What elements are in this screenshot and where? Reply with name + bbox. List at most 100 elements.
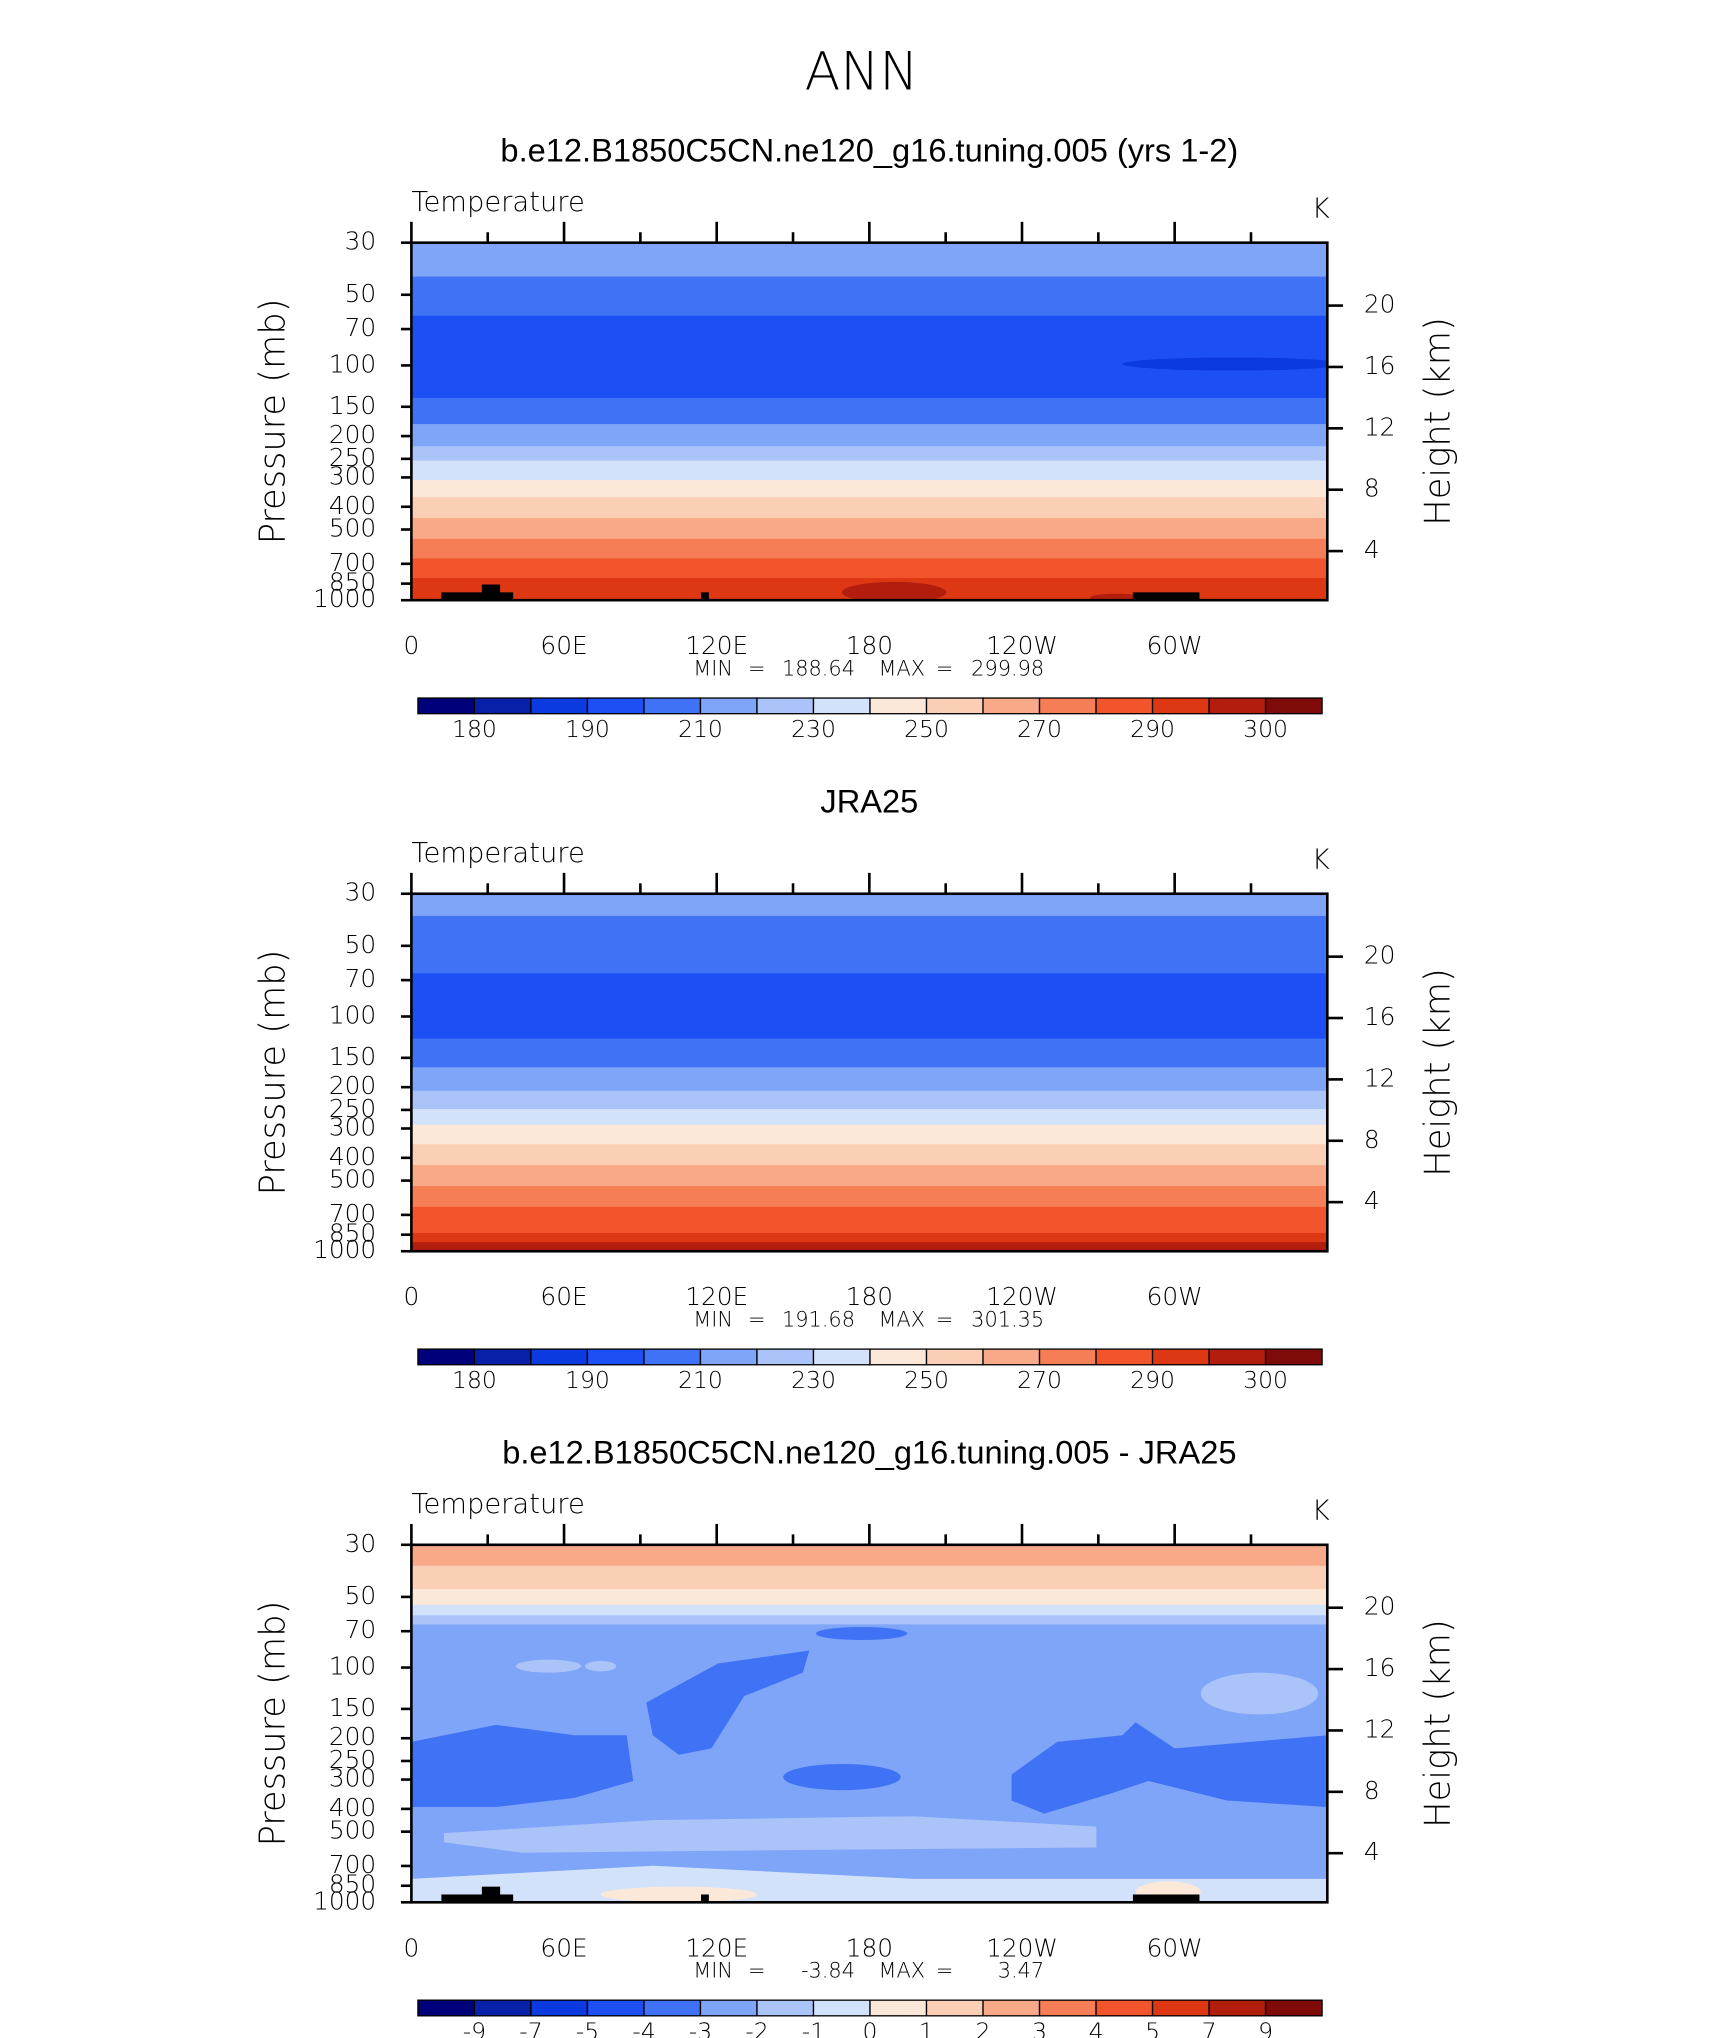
y-tick-label: 400 (329, 491, 376, 520)
min-label: MIN (693, 1307, 733, 1331)
colorbar-box (1151, 697, 1210, 715)
x-tick-label: 120E (685, 1282, 748, 1311)
colorbar-box (756, 697, 815, 715)
max-label: MAX (878, 1307, 925, 1331)
max-label: MAX (878, 656, 925, 680)
units: K (1312, 845, 1330, 876)
y-tick-label: 300 (329, 1764, 376, 1793)
topography (1132, 1894, 1200, 1903)
x-tick-label: 120E (685, 631, 748, 660)
colorbar-box (982, 1348, 1041, 1366)
y2-tick-label: 20 (1364, 290, 1396, 319)
contour-band (411, 1565, 1328, 1590)
y-tick-label: 1000 (313, 1886, 376, 1915)
contour-region (646, 1650, 810, 1755)
y2-tick-label: 4 (1364, 1837, 1380, 1866)
y2-tick-label: 12 (1364, 1714, 1396, 1743)
contour-band (411, 1604, 1328, 1616)
y-tick-label: 850 (329, 1870, 376, 1899)
min-value: 188.64 (782, 656, 855, 680)
y-tick-label: 500 (329, 1816, 376, 1845)
y-tick-label: 70 (345, 313, 377, 342)
topography (441, 592, 514, 601)
colorbar-box (756, 1999, 815, 2017)
contour-field (411, 242, 1328, 601)
contour-band (411, 1124, 1328, 1145)
min-label: MIN (693, 656, 733, 680)
colorbar-box (473, 697, 532, 715)
colorbar-box (1038, 1348, 1097, 1366)
y-tick-label: 200 (329, 1722, 376, 1751)
y2-axis-label: Height (km) (1418, 317, 1459, 526)
max-value: 3.47 (998, 1958, 1044, 1982)
y-tick-label: 500 (329, 1165, 376, 1194)
y2-tick-label: 12 (1364, 1063, 1396, 1092)
colorbar-box (699, 1999, 758, 2017)
colorbar-label: 190 (565, 715, 610, 743)
contour-band (411, 1165, 1328, 1187)
colorbar-box (1038, 697, 1097, 715)
colorbar-box (530, 1999, 589, 2017)
colorbar-box (1151, 1348, 1210, 1366)
contour-band (411, 1206, 1328, 1234)
contour-region (1200, 1672, 1319, 1715)
max-value: 299.98 (971, 656, 1044, 680)
contour-band (411, 915, 1328, 974)
contour-band (411, 893, 1328, 917)
contour-band (411, 460, 1328, 481)
colorbar-box (417, 1348, 476, 1366)
contour-band (411, 1038, 1328, 1068)
max-equals: = (936, 656, 953, 680)
colorbar-label: -9 (463, 2017, 486, 2038)
y-tick-label: 1000 (313, 584, 376, 613)
colorbar-box (643, 1999, 702, 2017)
contour-band (411, 1589, 1328, 1606)
contour-band (411, 538, 1328, 560)
panel-title: b.e12.B1850C5CN.ne120_g16.tuning.005 - J… (502, 1433, 1236, 1470)
units: K (1312, 1496, 1330, 1527)
colorbar-box (1264, 697, 1323, 715)
contour-band (411, 1544, 1328, 1567)
colorbar-label: -4 (632, 2017, 655, 2038)
contour-band (411, 397, 1328, 425)
y-tick-label: 30 (345, 1529, 377, 1558)
colorbar-box (925, 697, 984, 715)
y-tick-label: 850 (329, 568, 376, 597)
y-tick-label: 150 (329, 1693, 376, 1722)
colorbar-box (586, 1999, 645, 2017)
topography (701, 1894, 709, 1903)
colorbar-box (869, 1348, 928, 1366)
contour-band (411, 558, 1328, 579)
contour-band (411, 276, 1328, 317)
variable-name: Temperature (411, 187, 584, 218)
max-equals: = (936, 1307, 953, 1331)
contour-field (411, 1544, 1328, 1903)
contour-band (411, 973, 1328, 1040)
colorbar-label: -2 (745, 2017, 768, 2038)
colorbar-box (1095, 1348, 1154, 1366)
y2-tick-label: 16 (1364, 1002, 1396, 1031)
y-tick-label: 250 (329, 1094, 376, 1123)
colorbar-label: 4 (1089, 2017, 1104, 2038)
colorbar-label: 210 (678, 1366, 723, 1394)
contour-band (411, 497, 1328, 519)
y2-tick-label: 8 (1364, 1776, 1380, 1805)
contour-region (515, 1659, 582, 1673)
y-tick-label: 150 (329, 391, 376, 420)
colorbar-label: 0 (863, 2017, 878, 2038)
min-equals: = (748, 1307, 765, 1331)
figure-title: ANN (805, 43, 919, 103)
y-tick-label: 200 (329, 420, 376, 449)
y-tick-label: 100 (329, 1000, 376, 1029)
colorbar-label: 5 (1145, 2017, 1160, 2038)
colorbar-label: 300 (1243, 1366, 1288, 1394)
contour-band (411, 480, 1328, 498)
x-tick-label: 60W (1147, 631, 1203, 660)
topography (481, 584, 501, 601)
y-tick-label: 30 (345, 878, 377, 907)
y-tick-label: 100 (329, 349, 376, 378)
colorbar-box (1208, 697, 1267, 715)
colorbar-label: 300 (1243, 715, 1288, 743)
